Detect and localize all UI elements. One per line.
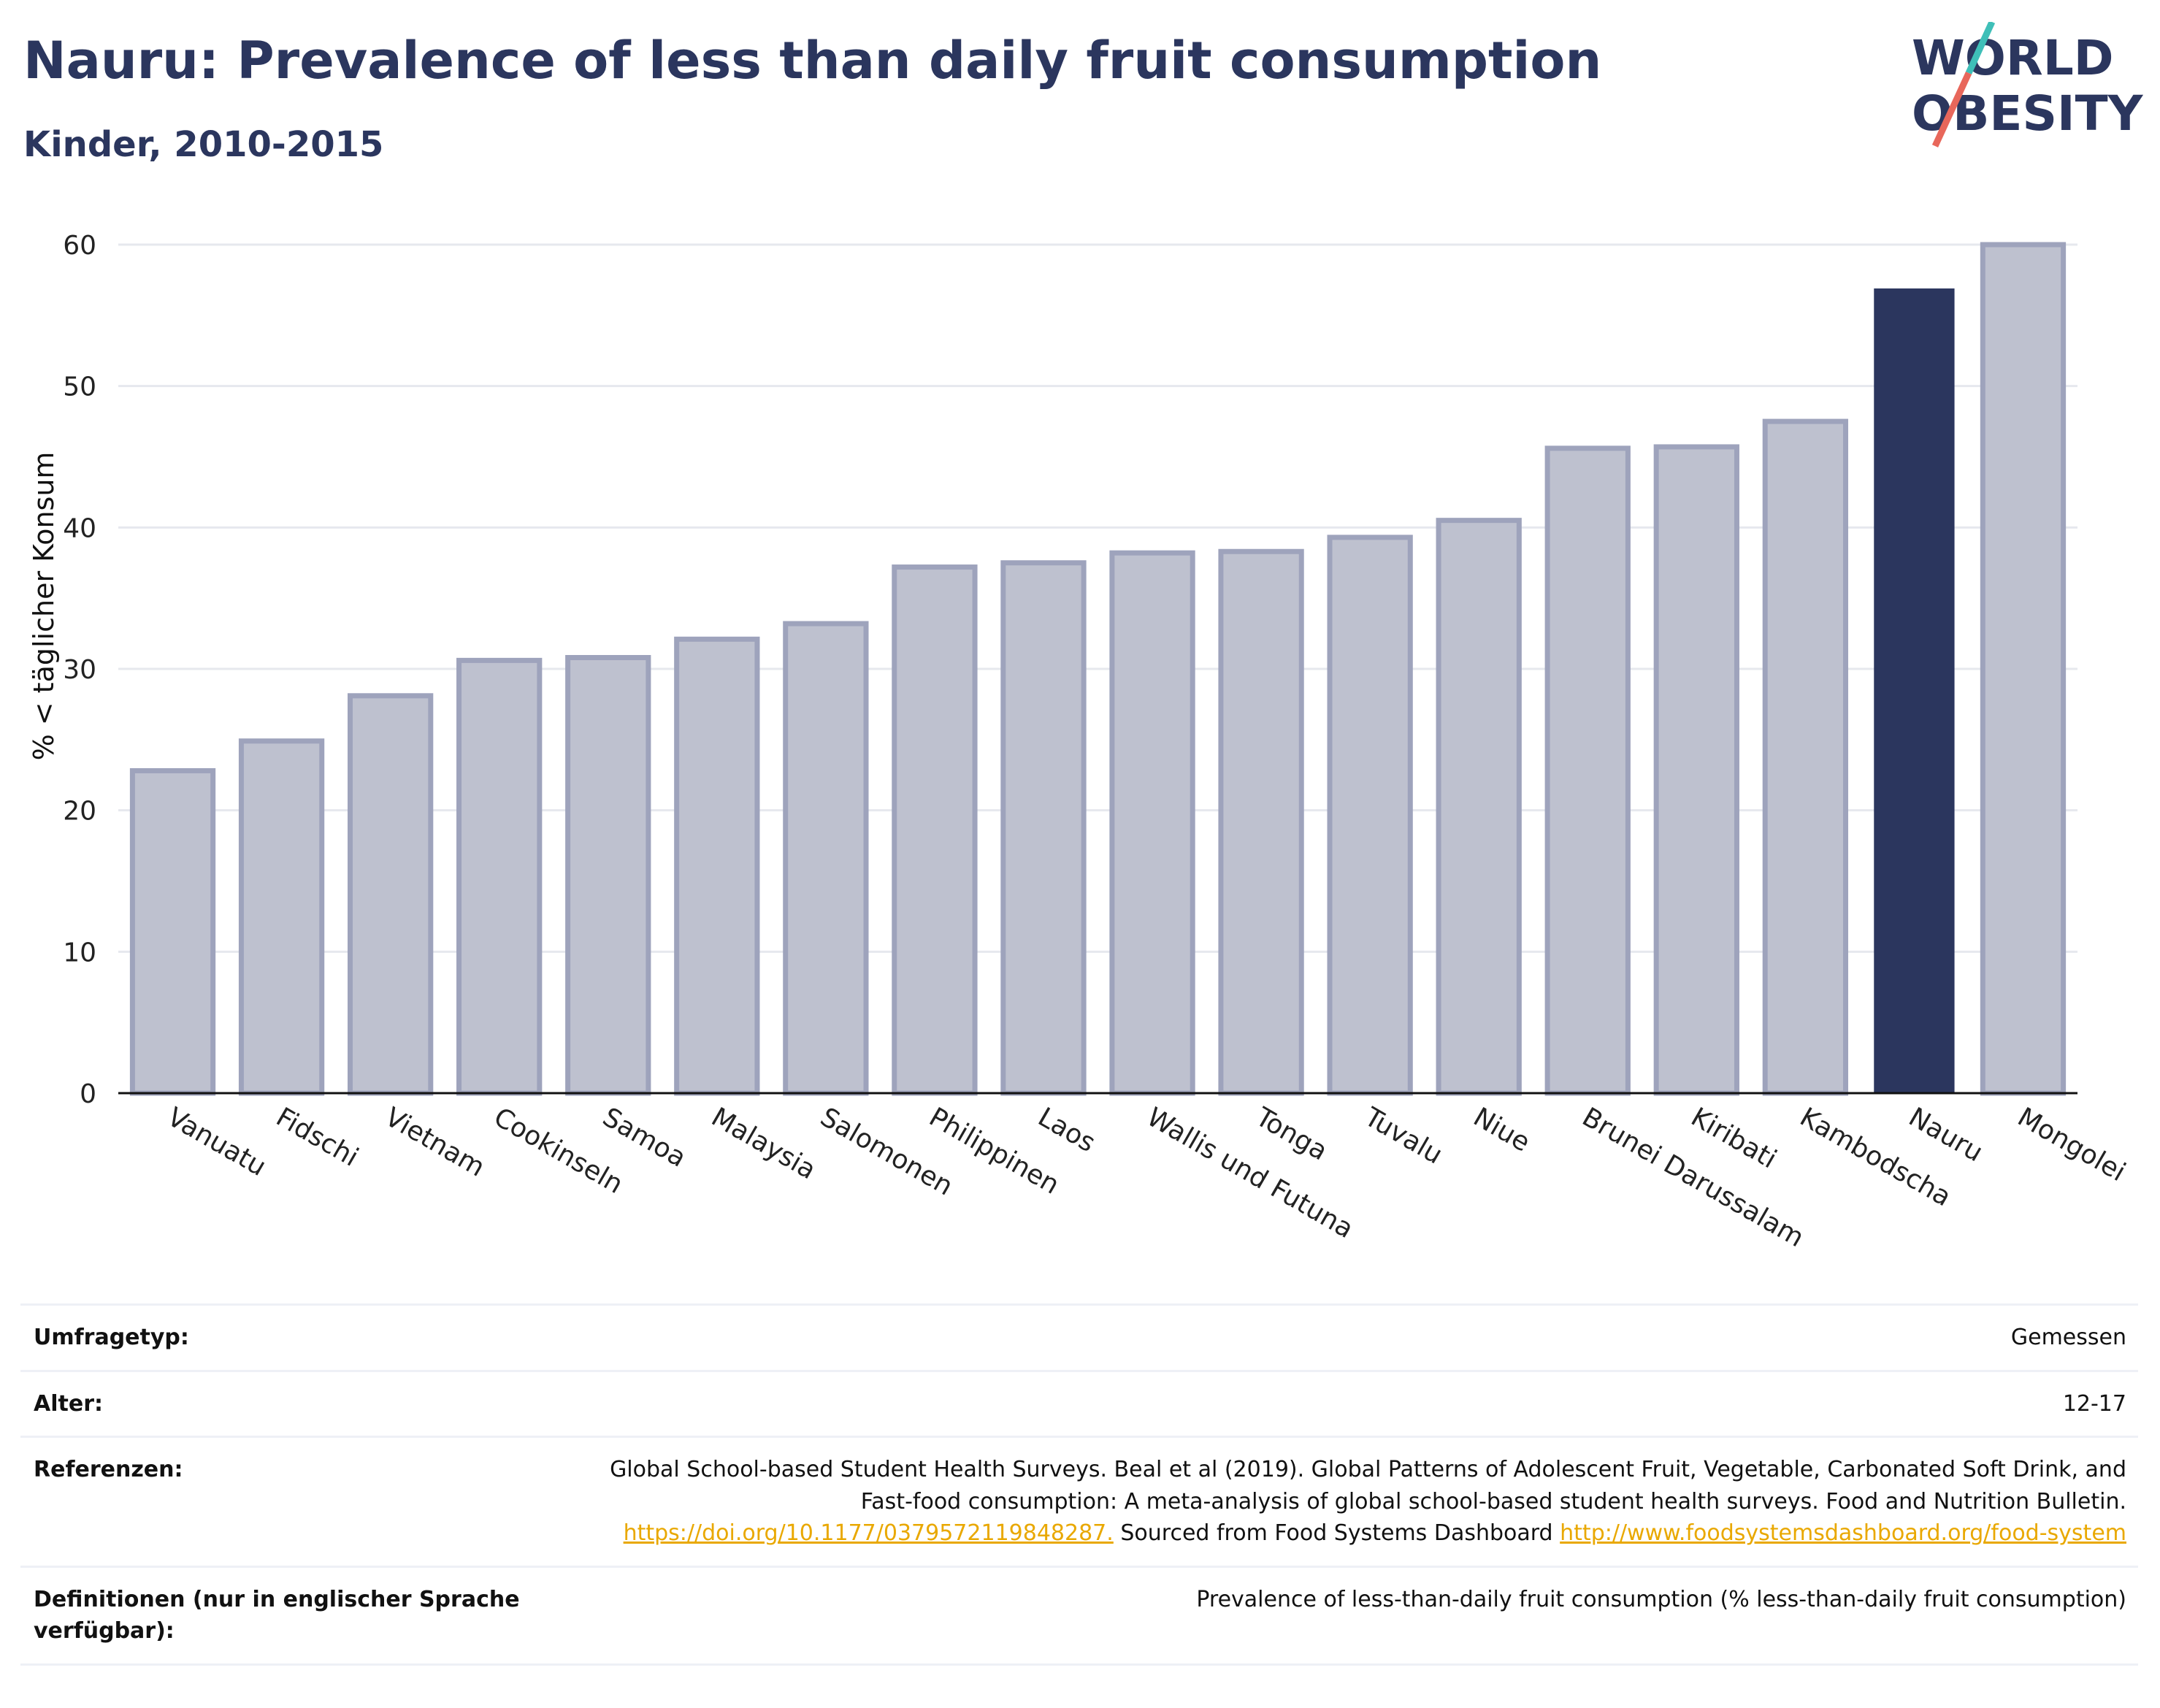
bar	[1327, 535, 1413, 1096]
chart-subtitle: Kinder, 2010-2015	[23, 124, 384, 165]
bar	[1544, 445, 1631, 1096]
bar	[456, 657, 543, 1096]
bar	[129, 767, 216, 1096]
reference-source-text: Sourced from Food Systems Dashboard	[1120, 1520, 1553, 1546]
bar	[892, 564, 978, 1096]
bar	[347, 693, 434, 1096]
y-tick-label: 40	[63, 513, 96, 543]
x-tick-label: Niue	[1468, 1102, 1535, 1157]
y-tick-label: 60	[63, 231, 96, 261]
x-tick-label: Laos	[1033, 1102, 1100, 1158]
meta-row-references: Referenzen: Global School-based Student …	[20, 1436, 2138, 1566]
bar	[1980, 242, 2067, 1096]
doi-link[interactable]: https://doi.org/10.1177/0379572119848287…	[623, 1520, 1114, 1546]
bar	[1000, 560, 1087, 1096]
meta-label: Definitionen (nur in englischer Sprache …	[34, 1586, 520, 1644]
x-tick-label: Wallis und Futuna	[1142, 1102, 1359, 1244]
meta-label: Umfragetyp:	[34, 1325, 189, 1350]
y-axis-label: % < täglicher Konsum	[28, 451, 60, 761]
meta-value: 12-17	[2062, 1390, 2126, 1417]
bar	[783, 621, 869, 1096]
chart-title: Nauru: Prevalence of less than daily fru…	[23, 31, 1602, 91]
metadata-table: Umfragetyp: Gemessen Alter: 12-17 Refere…	[20, 1303, 2138, 1666]
food-systems-dashboard-link[interactable]: http://www.foodsystemsdashboard.org/food…	[1560, 1520, 2126, 1546]
x-tick-label: Samoa	[597, 1102, 691, 1173]
x-tick-label: Tuvalu	[1359, 1102, 1447, 1171]
x-tick-label: Kiribati	[1686, 1102, 1782, 1174]
svg-text:WORLD: WORLD	[1912, 30, 2114, 86]
meta-row-age: Alter: 12-17	[20, 1369, 2138, 1436]
x-tick-label: Vietnam	[380, 1102, 489, 1183]
meta-row-survey-type: Umfragetyp: Gemessen	[20, 1303, 2138, 1370]
bar	[1874, 288, 1955, 1094]
y-tick-label: 50	[63, 372, 96, 402]
x-tick-label: Mongolei	[2012, 1102, 2131, 1187]
bar	[565, 655, 651, 1096]
x-tick-label: Vanuatu	[162, 1102, 271, 1182]
y-tick-label: 0	[80, 1079, 96, 1109]
meta-value: Gemessen	[2010, 1325, 2126, 1350]
x-tick-label: Malaysia	[706, 1102, 821, 1185]
bar	[1436, 518, 1522, 1096]
bar	[1109, 550, 1195, 1096]
bar	[1762, 418, 1849, 1096]
reference-text: Global School-based Student Health Surve…	[610, 1457, 2126, 1514]
meta-value: Global School-based Student Health Surve…	[556, 1454, 2126, 1550]
meta-label: Referenzen:	[34, 1457, 183, 1482]
bar	[238, 738, 325, 1096]
x-tick-label: Nauru	[1904, 1102, 1988, 1168]
y-tick-label: 20	[63, 797, 96, 827]
bar	[674, 636, 760, 1096]
meta-value: Prevalence of less-than-daily fruit cons…	[1196, 1586, 2126, 1612]
y-tick-label: 30	[63, 655, 96, 685]
y-tick-label: 10	[63, 938, 96, 968]
x-tick-label: Tonga	[1250, 1102, 1333, 1167]
world-obesity-logo: WORLD OBESITY	[1912, 22, 2144, 148]
meta-label: Alter:	[34, 1390, 103, 1417]
bar	[1218, 548, 1304, 1096]
bar	[1653, 444, 1739, 1096]
x-tick-label: Fidschi	[271, 1102, 363, 1173]
meta-row-definitions: Definitionen (nur in englischer Sprache …	[20, 1565, 2138, 1666]
